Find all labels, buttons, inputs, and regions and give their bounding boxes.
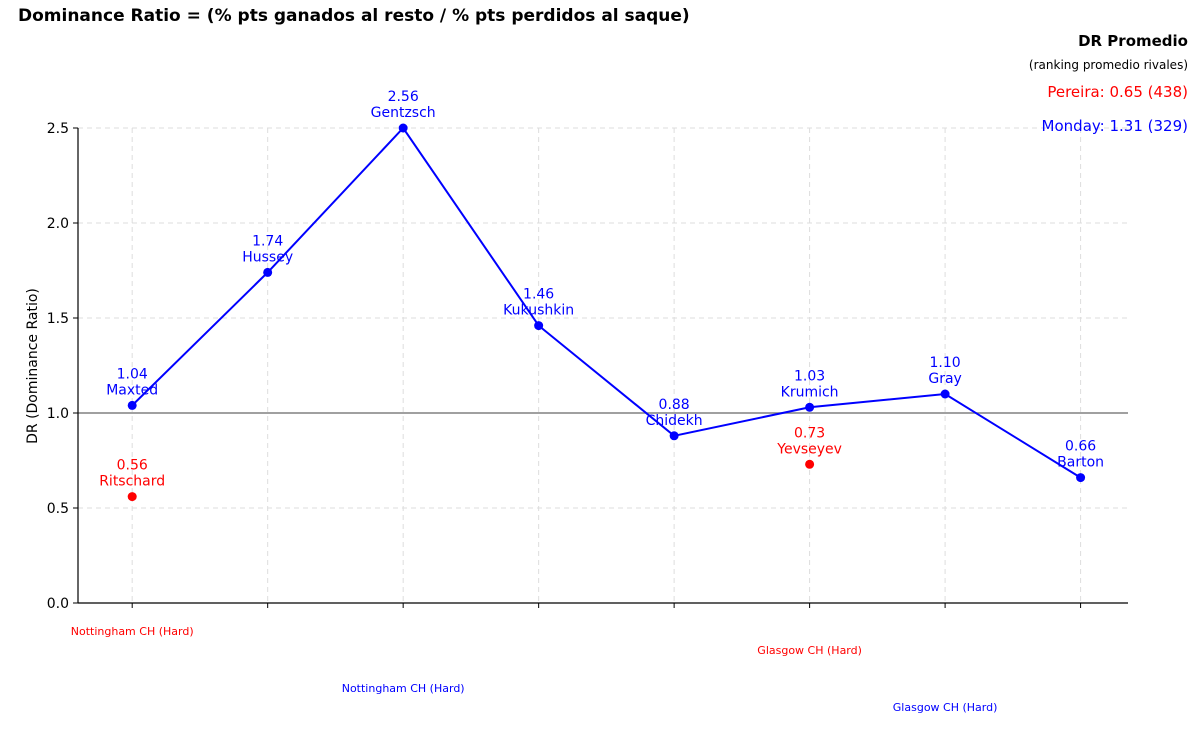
y-tick-label: 2.0 bbox=[47, 216, 69, 232]
data-point-monday bbox=[263, 267, 273, 277]
opponent-label-monday: Maxted bbox=[106, 382, 158, 398]
tournament-label-pereira: Nottingham CH (Hard) bbox=[71, 625, 194, 638]
y-tick-label: 1.5 bbox=[47, 311, 69, 327]
opponent-label-monday: Krumich bbox=[781, 384, 839, 400]
y-axis-label: DR (Dominance Ratio) bbox=[25, 288, 41, 444]
value-label-monday: 2.56 bbox=[388, 89, 419, 105]
grid-layer bbox=[78, 127, 1128, 604]
value-label-monday: 0.66 bbox=[1065, 439, 1096, 455]
value-label-monday: 1.46 bbox=[523, 287, 554, 303]
opponent-label-monday: Kukushkin bbox=[503, 303, 574, 319]
value-label-pereira: 0.56 bbox=[117, 458, 148, 474]
y-tick-label: 2.5 bbox=[47, 121, 69, 137]
opponent-label-monday: Gentzsch bbox=[371, 105, 436, 121]
value-label-monday: 0.88 bbox=[659, 397, 690, 413]
opponent-label-monday: Chidekh bbox=[646, 413, 703, 429]
data-point-monday bbox=[534, 321, 544, 331]
opponent-label-monday: Gray bbox=[928, 371, 961, 387]
legend: DR Promedio (ranking promedio rivales) P… bbox=[1029, 32, 1188, 135]
data-point-pereira bbox=[805, 459, 815, 469]
chart-title: Dominance Ratio = (% pts ganados al rest… bbox=[18, 6, 690, 26]
opponent-label-monday: Barton bbox=[1057, 455, 1104, 471]
tournament-label-monday: Nottingham CH (Hard) bbox=[342, 682, 465, 695]
tournament-label-monday: Glasgow CH (Hard) bbox=[893, 701, 998, 714]
data-point-monday bbox=[805, 402, 815, 412]
data-point-pereira bbox=[127, 492, 137, 502]
legend-subtitle: (ranking promedio rivales) bbox=[1029, 58, 1188, 72]
opponent-label-pereira: Yevseyev bbox=[776, 441, 842, 457]
data-point-monday bbox=[1076, 473, 1086, 483]
legend-title: DR Promedio bbox=[1078, 32, 1188, 50]
data-point-monday bbox=[127, 400, 137, 410]
data-point-monday bbox=[398, 123, 408, 133]
data-point-monday bbox=[940, 389, 950, 399]
series-layer bbox=[127, 123, 1086, 502]
data-point-monday bbox=[669, 431, 679, 441]
legend-entry-monday: Monday: 1.31 (329) bbox=[1042, 117, 1188, 135]
opponent-label-monday: Hussey bbox=[242, 249, 293, 265]
axis-layer: 0.0 0.5 1.0 1.5 2.0 2.5 bbox=[47, 121, 1128, 612]
y-tick-label: 0.5 bbox=[47, 501, 69, 517]
value-label-monday: 1.10 bbox=[930, 355, 961, 371]
y-tick-label: 1.0 bbox=[47, 406, 69, 422]
series-line-monday bbox=[131, 126, 1082, 479]
tournament-label-pereira: Glasgow CH (Hard) bbox=[757, 644, 862, 657]
y-tick-label: 0.0 bbox=[47, 596, 69, 612]
value-label-monday: 1.04 bbox=[117, 366, 148, 382]
opponent-label-pereira: Ritschard bbox=[99, 474, 165, 490]
value-label-pereira: 0.73 bbox=[794, 425, 825, 441]
legend-entry-pereira: Pereira: 0.65 (438) bbox=[1047, 83, 1188, 101]
value-label-monday: 1.74 bbox=[252, 233, 283, 249]
value-label-monday: 1.03 bbox=[794, 368, 825, 384]
